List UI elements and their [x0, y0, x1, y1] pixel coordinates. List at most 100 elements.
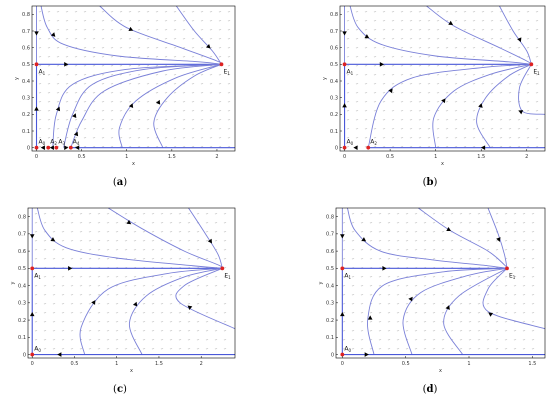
- panel-d-xtick-label-1: 0.5: [402, 361, 410, 367]
- panel-c-trajectory-0-arrow: [29, 234, 35, 239]
- panel-c-ytick-label-7: 0.7: [18, 232, 26, 238]
- panel-a-equilibrium-0: [34, 62, 39, 67]
- panel-b-equilibrium-label-3: A2: [370, 139, 377, 147]
- panel-a-xtick-label-2: 1: [125, 154, 128, 160]
- panel-a-trajectory-1-arrow: [50, 32, 56, 37]
- panel-b-ytick-label-7: 0.7: [330, 29, 338, 35]
- panel-c-ytick-label-4: 0.4: [18, 283, 26, 289]
- panel-a-ytick-label-6: 0.6: [22, 45, 30, 51]
- panel-a-trajectory-8: [70, 63, 222, 148]
- panel-a-trajectory-10-arrow: [155, 99, 161, 105]
- panel-d-equilibrium-label-2: A0: [344, 346, 351, 354]
- panel-d-xtick-label-2: 1: [467, 361, 470, 367]
- panel-d-trajectory-1: [346, 208, 508, 269]
- panel-d-trajectory-9: [482, 268, 545, 330]
- panel-a-caption: (a): [113, 177, 127, 188]
- panel-b-trajectories: [344, 6, 545, 149]
- panel-b-trajectory-7-arrow: [441, 98, 446, 104]
- panel-b-trajectory-4-arrow: [379, 62, 385, 67]
- panel-b-equilibrium-0: [342, 62, 347, 67]
- panel-b-trajectory-6: [367, 63, 532, 148]
- panel-c-xtick-label-0: 0: [31, 361, 34, 367]
- panel-b-xtick-label-3: 1.5: [477, 154, 485, 160]
- panel-a-equilibrium-3: [46, 145, 51, 150]
- panel-b-equilibrium-label-2: A0: [347, 139, 354, 147]
- panel-d-xlabel: x: [439, 368, 442, 374]
- panel-d-trajectory-0-arrow: [340, 234, 345, 239]
- panel-c-ytick-label-3: 0.3: [18, 301, 26, 307]
- panel-c-trajectory-7: [128, 267, 223, 355]
- panel-a-equilibrium-4: [54, 145, 59, 150]
- panel-d-trajectory-6-arrow: [367, 315, 373, 320]
- panel-a-ytick-label-2: 0.2: [22, 112, 30, 118]
- panel-b-ytick-label-8: 0.8: [330, 12, 338, 18]
- panel-c-trajectory-8-arrow: [187, 305, 193, 310]
- panel-a-trajectory-9-arrow: [128, 103, 134, 108]
- panel-d-ytick-label-8: 0.8: [326, 214, 334, 220]
- panel-d-trajectory-4-arrow: [382, 266, 387, 271]
- panel-d-ytick-label-1: 0.1: [326, 335, 334, 341]
- panel-a-frame: [31, 5, 236, 152]
- panel-d-plot-area: [336, 208, 545, 358]
- panel-d-frame: [335, 207, 546, 359]
- panel-b-equilibrium-label-0: A1: [347, 68, 354, 76]
- panel-c: A1 E1 A0 0 0.5 1 1.5 2 0 0.1 0.2 0.3 0.4 0.5 0.6 0.7 0.8…: [10, 207, 236, 395]
- panel-a-trajectory-6-arrow: [55, 106, 61, 112]
- panel-a-trajectory-11-arrow: [75, 145, 80, 150]
- panel-a-xtick-label-3: 1.5: [168, 154, 176, 160]
- panel-c-ytick-label-5: 0.5: [18, 266, 26, 272]
- panel-a-trajectory-3: [175, 6, 222, 65]
- panel-c-trajectory-9-arrow: [57, 352, 62, 357]
- panel-c-equilibrium-2: [30, 352, 35, 357]
- panel-b-ytick-label-4: 0.4: [330, 79, 338, 85]
- panel-b-trajectory-2-arrow: [448, 20, 454, 25]
- panel-a-ylabel: y: [14, 77, 20, 80]
- panel-a-equilibrium-label-0: A1: [39, 68, 46, 76]
- panel-d-direction-field: [342, 213, 535, 350]
- panel-a-ytick-label-1: 0.1: [22, 129, 30, 135]
- panel-d-trajectory-6: [367, 267, 508, 355]
- panel-d-ytick-label-7: 0.7: [326, 232, 334, 238]
- panel-d-ylabel: y: [318, 281, 324, 284]
- panel-a-trajectory-2-arrow: [128, 26, 134, 31]
- panel-d-caption: (d): [423, 384, 438, 395]
- panel-a-equilibrium-5: [68, 145, 73, 150]
- panel-b-axis-arrow-0: [353, 145, 358, 150]
- panel-c-trajectory-5-arrow: [29, 311, 35, 317]
- panel-b-trajectory-8: [476, 63, 532, 148]
- panel-a-trajectories: [35, 6, 235, 149]
- panel-c-trajectory-1-arrow: [50, 237, 56, 242]
- panel-a-ytick-label-3: 0.3: [22, 95, 30, 101]
- panel-a-axis-arrow-1: [49, 145, 54, 150]
- panel-d-trajectory-2-arrow: [446, 226, 452, 231]
- panel-a-xtick-label-1: 0.5: [78, 154, 86, 160]
- panel-b-ytick-label-3: 0.3: [330, 95, 338, 101]
- panel-a-ytick-label-5: 0.5: [22, 62, 30, 68]
- panel-d-equilibrium-label-1: E1: [509, 272, 516, 280]
- panel-d-ytick-label-0: 0: [331, 352, 334, 358]
- panel-a-ytick-label-0: 0: [27, 145, 30, 151]
- panel-a-trajectory-4-arrow: [64, 62, 69, 67]
- panel-b-xtick-label-2: 1: [434, 154, 437, 160]
- panel-a-trajectory-7: [63, 63, 222, 148]
- panel-c-ytick-label-0: 0: [23, 352, 26, 358]
- panel-b-trajectory-5-arrow: [342, 103, 347, 108]
- panel-b-xtick-label-1: 0.5: [386, 154, 394, 160]
- panel-a-trajectory-9: [118, 63, 222, 148]
- panel-b-caption: (b): [423, 177, 438, 188]
- panel-c-plot-area: [28, 208, 235, 358]
- panel-a-equilibrium-2: [34, 145, 39, 150]
- panel-c-xtick-label-2: 1: [115, 361, 118, 367]
- panel-b-frame: [339, 5, 546, 152]
- panel-b: A1 E1 A0 A2 0 0.5 1 1.5 2 0 0.1 0.2 0.3 0.4 0.5 0.6 0.7 0…: [322, 5, 546, 188]
- panel-b-xtick-label-4: 2: [525, 154, 528, 160]
- panel-b-trajectory-7: [432, 63, 532, 148]
- panel-c-equilibrium-0: [30, 266, 35, 271]
- panel-d-trajectory-10-arrow: [364, 352, 369, 357]
- panel-c-trajectory-2-arrow: [126, 219, 132, 225]
- panel-b-ytick-label-2: 0.2: [330, 112, 338, 118]
- panel-a-equilibrium-label-5: A4: [73, 139, 80, 147]
- panel-d-trajectory-3: [487, 208, 508, 269]
- panel-a-trajectory-6: [52, 63, 222, 148]
